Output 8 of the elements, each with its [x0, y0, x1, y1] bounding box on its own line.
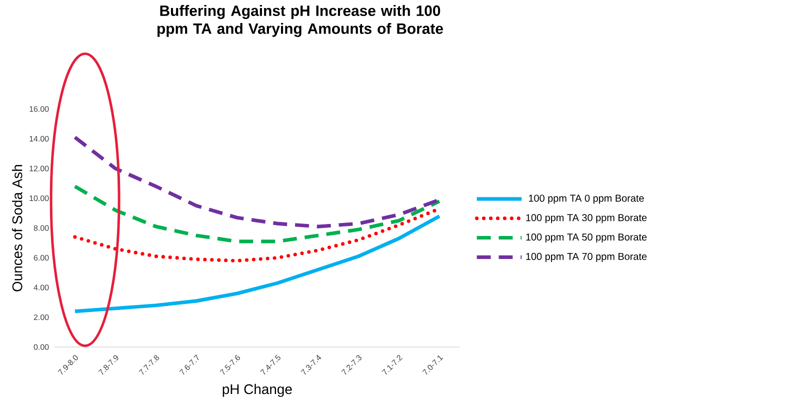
y-axis-title: Ounces of Soda Ash [12, 164, 22, 292]
legend-label: 100 ppm TA 70 ppm Borate [526, 252, 647, 262]
x-axis-title: pH Change [222, 384, 292, 397]
legend-label: 100 ppm TA 0 ppm Borate [528, 194, 644, 204]
legend-label: 100 ppm TA 50 ppm Borate [526, 234, 647, 243]
line-series [73, 184, 442, 244]
legend-label: 100 ppm TA 30 ppm Borate [526, 214, 647, 224]
chart-title: Buffering Against pH Increase with 100 ppm TA and Varying Amounts of Borate [157, 5, 443, 37]
